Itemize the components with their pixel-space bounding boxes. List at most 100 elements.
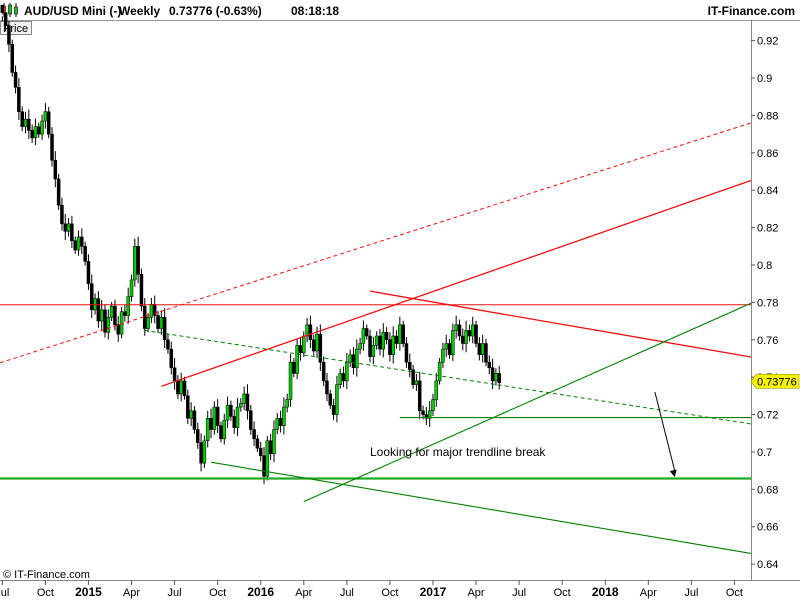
candle-body (272, 429, 276, 455)
candle-body (76, 236, 81, 251)
candle-body (265, 440, 270, 477)
candle-body (179, 380, 183, 395)
y-tick-label: 0.76 (757, 335, 778, 347)
y-tick-label: 0.78 (757, 297, 778, 309)
candle-body (169, 348, 174, 369)
candle-body (268, 440, 273, 455)
candle-body (17, 87, 21, 112)
candle-body (434, 380, 439, 400)
candle-body (53, 160, 58, 180)
candle-body (126, 296, 130, 316)
candle-body (305, 324, 309, 337)
candle-body (497, 373, 501, 384)
candle-body (368, 335, 372, 357)
trendline (161, 179, 752, 387)
candle-body (252, 429, 256, 440)
y-tick-label: 0.92 (757, 36, 778, 48)
candle-body (311, 339, 316, 352)
candle-body (285, 399, 289, 408)
candle-body (321, 361, 326, 382)
candle-body (37, 126, 41, 135)
candle-body (205, 418, 210, 441)
candle-body (302, 335, 306, 354)
candle-body (394, 335, 399, 344)
x-tick-label: Apr (295, 587, 312, 599)
x-tick-label: Oct (381, 587, 398, 599)
candle-body (20, 111, 24, 127)
candle-body (149, 303, 154, 318)
candle-body (408, 361, 412, 370)
candle-body (328, 393, 333, 406)
candle-body (222, 419, 227, 440)
x-tick-label: Jul (340, 587, 354, 599)
candle-body (199, 442, 203, 464)
trendline (144, 329, 752, 425)
x-tick-label: Apr (467, 587, 484, 599)
candle-body (308, 324, 313, 341)
candle-body (457, 324, 462, 337)
candle-body (23, 118, 28, 127)
candle-body (229, 404, 233, 417)
arrow-head (669, 469, 677, 478)
candle-body (152, 303, 157, 316)
header-bar (0, 0, 800, 20)
candle-body (139, 274, 144, 307)
y-tick-label: 0.72 (757, 410, 778, 422)
x-tick-label: Jul (168, 587, 182, 599)
y-tick-label: 0.68 (757, 484, 778, 496)
x-tick-label: 2015 (75, 585, 102, 599)
candle-body (40, 120, 44, 135)
candle-body (0, 4, 5, 13)
candle-body (341, 373, 346, 382)
candle-body (166, 339, 170, 350)
candle-body (477, 343, 482, 355)
candle-body (3, 12, 8, 26)
x-tick-label: Oct (37, 587, 54, 599)
candle-body (86, 260, 91, 284)
candle-body (381, 332, 386, 350)
instrument-title: AUD/USD Mini (-) (24, 4, 121, 18)
candle-body (355, 348, 359, 369)
candle-body (441, 348, 445, 363)
candle-body (318, 333, 323, 363)
candle-body (225, 404, 230, 421)
x-tick-label: 2018 (592, 585, 619, 599)
x-tick-label: Jul (0, 587, 9, 599)
timeframe-label: Weekly (119, 4, 160, 18)
arrow-shaft (654, 391, 676, 472)
candle-body (209, 418, 213, 430)
y-tick-label: 0.8 (757, 260, 772, 272)
candle-body (83, 246, 87, 262)
candle-body (249, 410, 253, 430)
candle-body (258, 447, 263, 456)
x-tick-label: Apr (123, 587, 140, 599)
candle-body (56, 178, 61, 206)
candle-body (348, 354, 352, 363)
candle-body (192, 410, 197, 430)
candle-body (278, 418, 283, 427)
candle-body (384, 332, 389, 341)
candle-body (10, 44, 15, 73)
candle-body (109, 305, 114, 318)
candle-body (424, 414, 429, 419)
candle-body (159, 317, 164, 329)
brand-label: IT-Finance.com (708, 4, 795, 18)
candle-body (27, 118, 31, 131)
current-price-tag: 0.73776 (750, 374, 800, 389)
y-tick-label: 0.66 (757, 522, 778, 534)
candle-body (106, 317, 111, 333)
candle-body (189, 410, 193, 419)
current-price-label: 0.73776 (757, 376, 797, 388)
candle-body (119, 311, 124, 335)
candle-body (43, 111, 48, 122)
candle-body (33, 126, 38, 139)
candle-body (331, 404, 336, 415)
candle-body (398, 324, 402, 344)
candle-body (93, 298, 97, 311)
candle-body (172, 367, 177, 382)
candle-body (212, 406, 217, 430)
candle-body (467, 330, 472, 337)
candle-body (146, 317, 150, 329)
candle-body (404, 343, 409, 363)
